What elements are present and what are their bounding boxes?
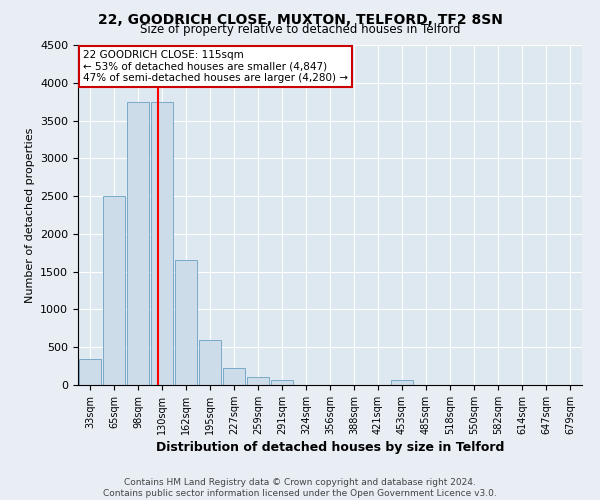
X-axis label: Distribution of detached houses by size in Telford: Distribution of detached houses by size … [156,441,504,454]
Bar [103,196,125,385]
Bar [175,260,197,385]
Bar [391,380,413,385]
Text: 22 GOODRICH CLOSE: 115sqm
← 53% of detached houses are smaller (4,847)
47% of se: 22 GOODRICH CLOSE: 115sqm ← 53% of detac… [83,50,348,84]
Text: Size of property relative to detached houses in Telford: Size of property relative to detached ho… [140,22,460,36]
Bar [199,340,221,385]
Bar [127,102,149,385]
Bar [79,358,101,385]
Text: 22, GOODRICH CLOSE, MUXTON, TELFORD, TF2 8SN: 22, GOODRICH CLOSE, MUXTON, TELFORD, TF2… [98,12,502,26]
Y-axis label: Number of detached properties: Number of detached properties [25,128,35,302]
Bar [223,368,245,385]
Bar [151,102,173,385]
Bar [247,378,269,385]
Bar [271,380,293,385]
Text: Contains HM Land Registry data © Crown copyright and database right 2024.
Contai: Contains HM Land Registry data © Crown c… [103,478,497,498]
